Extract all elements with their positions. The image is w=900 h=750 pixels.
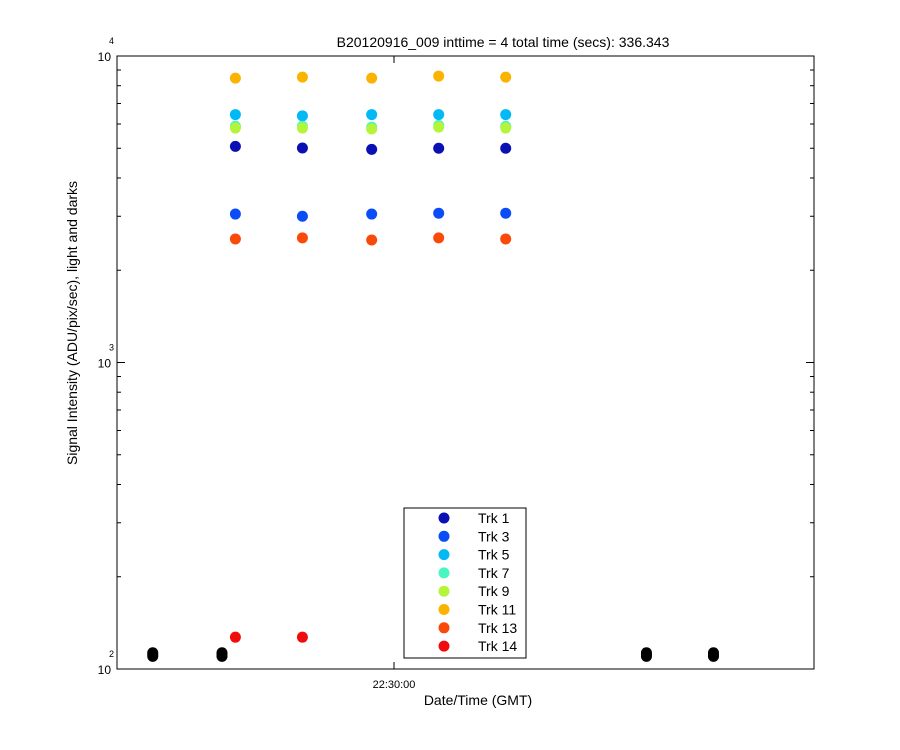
point-trk-13 — [366, 234, 378, 246]
chart-title: B20120916_009 inttime = 4 total time (se… — [337, 34, 670, 50]
legend-label-trk-3: Trk 3 — [478, 528, 510, 544]
point-trk-11 — [229, 72, 241, 84]
legend-marker-trk-7 — [438, 567, 450, 579]
dark-point — [707, 647, 719, 659]
point-trk-3 — [433, 207, 445, 219]
legend-marker-trk-11 — [438, 604, 450, 615]
dark-point — [216, 647, 228, 659]
legend-marker-trk-5 — [438, 549, 450, 561]
point-trk-9 — [366, 123, 378, 135]
y-tick-label: 10 — [98, 50, 112, 64]
point-trk-9 — [433, 121, 445, 133]
legend-label-trk-1: Trk 1 — [478, 510, 510, 526]
point-trk-9 — [500, 122, 512, 134]
point-trk-3 — [366, 208, 378, 220]
axis-ticks — [117, 55, 814, 670]
point-trk-14 — [229, 631, 241, 643]
point-trk-11 — [366, 72, 378, 84]
point-trk-1 — [433, 142, 445, 154]
point-trk-5 — [433, 109, 445, 121]
legend-label-trk-7: Trk 7 — [478, 565, 510, 581]
point-trk-3 — [296, 210, 308, 222]
point-trk-3 — [500, 207, 512, 219]
point-trk-9 — [296, 122, 308, 134]
data-points — [147, 70, 719, 662]
point-trk-5 — [229, 109, 241, 121]
point-trk-11 — [296, 71, 308, 83]
point-trk-1 — [500, 142, 512, 154]
legend-marker-trk-3 — [438, 530, 450, 542]
legend-marker-trk-14 — [438, 640, 450, 652]
legend-marker-trk-9 — [438, 585, 450, 597]
dark-point — [147, 647, 159, 659]
point-trk-13 — [500, 233, 512, 245]
point-trk-14 — [296, 631, 308, 643]
plot-frame — [116, 55, 815, 670]
point-trk-13 — [296, 232, 308, 244]
legend-label-trk-9: Trk 9 — [478, 583, 510, 599]
point-trk-13 — [433, 232, 445, 244]
point-trk-5 — [366, 109, 378, 121]
legend-label-trk-11: Trk 11 — [478, 602, 516, 618]
point-trk-11 — [433, 70, 445, 82]
y-axis-label: Signal Intensity (ADU/pix/sec), light an… — [64, 181, 80, 465]
tick-labels: 10 2 10 3 10 4 22:30:00 — [98, 36, 416, 691]
legend-box — [403, 507, 527, 659]
legend-label-trk-5: Trk 5 — [478, 547, 510, 563]
point-trk-1 — [366, 143, 378, 155]
point-trk-1 — [229, 140, 241, 152]
legend: Trk 1 Trk 3 Trk 5 Trk 7 Trk 9 Trk 11 Trk 13 Trk… — [403, 507, 527, 659]
point-trk-13 — [229, 233, 241, 245]
x-tick-label: 22:30:00 — [373, 679, 416, 691]
point-trk-9 — [229, 122, 241, 134]
point-trk-5 — [296, 110, 308, 122]
legend-marker-trk-1 — [438, 512, 450, 524]
dark-point — [640, 647, 652, 659]
x-axis-label: Date/Time (GMT) — [424, 692, 532, 708]
point-trk-11 — [500, 71, 512, 83]
y-tick-label: 10 — [98, 357, 112, 371]
y-tick-exponent: 2 — [109, 649, 114, 659]
point-trk-3 — [229, 208, 241, 220]
y-tick-exponent: 4 — [109, 36, 114, 46]
legend-marker-trk-13 — [438, 622, 450, 634]
y-tick-label: 10 — [98, 663, 112, 677]
point-trk-5 — [500, 109, 512, 121]
point-trk-1 — [296, 142, 308, 154]
legend-label-trk-13: Trk 13 — [478, 620, 517, 636]
legend-label-trk-14: Trk 14 — [478, 638, 517, 654]
y-tick-exponent: 3 — [109, 343, 114, 353]
